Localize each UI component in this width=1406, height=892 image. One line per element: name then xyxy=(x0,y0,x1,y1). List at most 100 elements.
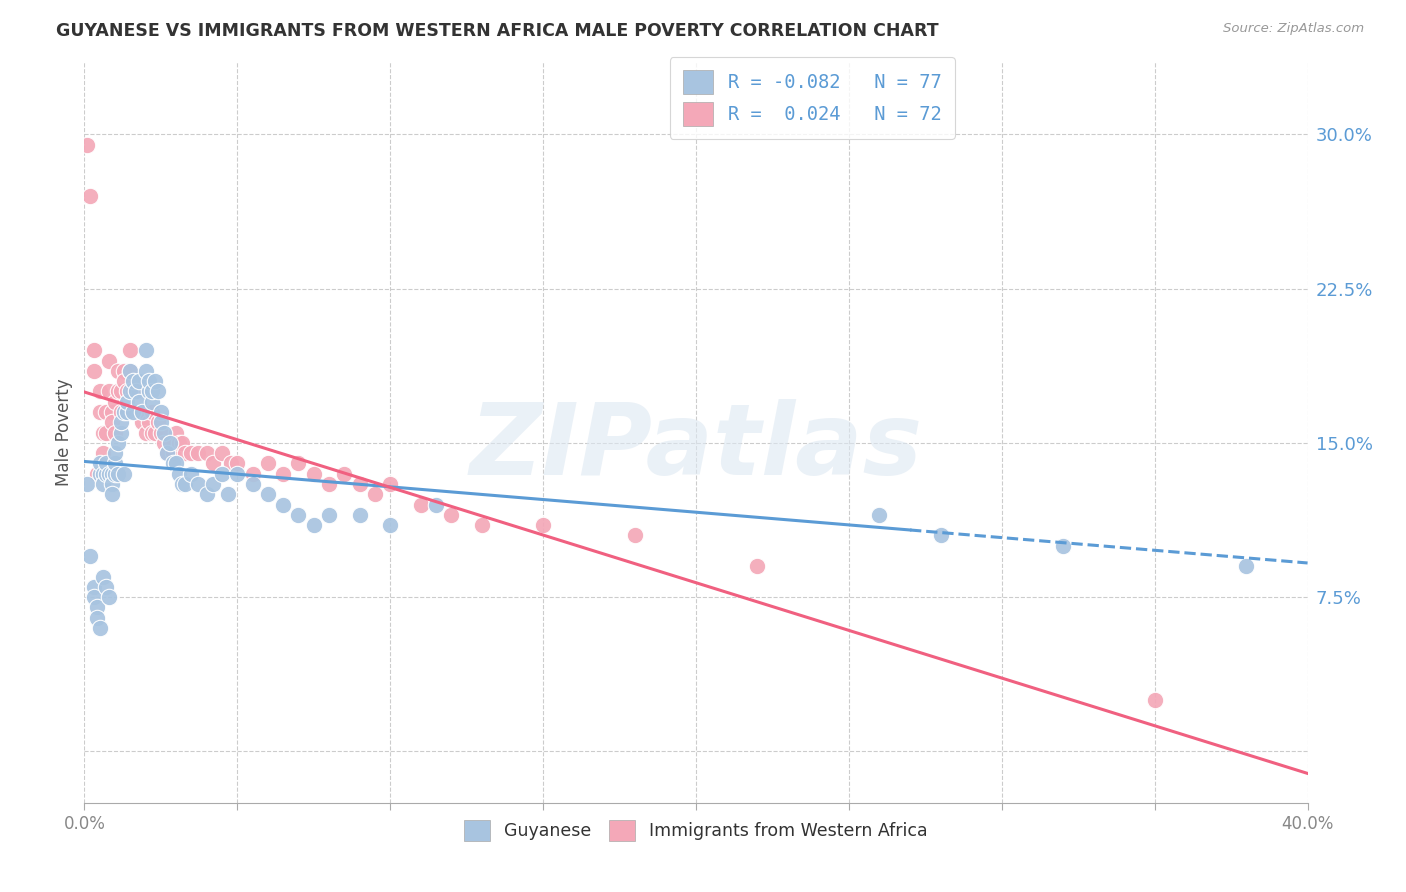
Point xyxy=(107,364,129,378)
Point xyxy=(195,446,218,460)
Point xyxy=(83,364,105,378)
Point xyxy=(138,384,160,399)
Point xyxy=(440,508,463,522)
Point xyxy=(83,343,105,358)
Point xyxy=(138,415,160,429)
Point xyxy=(131,415,153,429)
Point xyxy=(122,405,145,419)
Point xyxy=(91,569,114,583)
Point xyxy=(104,457,127,471)
Point xyxy=(94,467,117,481)
Point xyxy=(89,467,111,481)
Point xyxy=(257,457,280,471)
Point xyxy=(110,425,132,440)
Point xyxy=(86,611,108,625)
Point xyxy=(471,518,494,533)
Point xyxy=(89,457,111,471)
Point xyxy=(156,446,179,460)
Point xyxy=(112,374,135,388)
Point xyxy=(1143,693,1166,707)
Point xyxy=(149,405,172,419)
Point xyxy=(257,487,280,501)
Point xyxy=(167,467,190,481)
Point xyxy=(110,405,132,419)
Point xyxy=(101,487,124,501)
Point xyxy=(226,457,249,471)
Point xyxy=(929,528,952,542)
Point xyxy=(201,477,224,491)
Point xyxy=(425,498,447,512)
Point xyxy=(364,487,387,501)
Point xyxy=(91,467,114,481)
Point xyxy=(107,384,129,399)
Point xyxy=(138,374,160,388)
Text: GUYANESE VS IMMIGRANTS FROM WESTERN AFRICA MALE POVERTY CORRELATION CHART: GUYANESE VS IMMIGRANTS FROM WESTERN AFRI… xyxy=(56,22,939,40)
Point xyxy=(287,508,309,522)
Point xyxy=(122,405,145,419)
Point xyxy=(141,394,163,409)
Point xyxy=(83,580,105,594)
Point xyxy=(186,446,208,460)
Point xyxy=(97,467,120,481)
Point xyxy=(211,467,233,481)
Point xyxy=(146,384,169,399)
Point xyxy=(624,528,647,542)
Point xyxy=(172,477,194,491)
Point xyxy=(128,394,150,409)
Point xyxy=(107,467,129,481)
Point xyxy=(94,405,117,419)
Point xyxy=(91,446,114,460)
Point xyxy=(104,394,127,409)
Point xyxy=(141,425,163,440)
Point xyxy=(271,498,294,512)
Point xyxy=(128,384,150,399)
Point xyxy=(159,436,181,450)
Point xyxy=(79,189,101,203)
Point xyxy=(120,364,142,378)
Point xyxy=(110,384,132,399)
Point xyxy=(94,425,117,440)
Point xyxy=(91,477,114,491)
Point xyxy=(135,343,157,358)
Text: Source: ZipAtlas.com: Source: ZipAtlas.com xyxy=(1223,22,1364,36)
Point xyxy=(112,364,135,378)
Point xyxy=(91,425,114,440)
Point xyxy=(201,457,224,471)
Point xyxy=(747,559,769,574)
Point xyxy=(226,467,249,481)
Text: ZIPatlas: ZIPatlas xyxy=(470,399,922,496)
Point xyxy=(180,467,202,481)
Point xyxy=(101,467,124,481)
Point xyxy=(349,508,371,522)
Point xyxy=(131,405,153,419)
Point xyxy=(76,477,98,491)
Point xyxy=(149,415,172,429)
Point xyxy=(380,518,402,533)
Point xyxy=(242,467,264,481)
Point xyxy=(409,498,432,512)
Point xyxy=(89,405,111,419)
Point xyxy=(869,508,891,522)
Point xyxy=(122,374,145,388)
Point xyxy=(162,457,184,471)
Point xyxy=(135,425,157,440)
Point xyxy=(97,384,120,399)
Point xyxy=(174,446,197,460)
Point xyxy=(94,580,117,594)
Point xyxy=(89,384,111,399)
Point xyxy=(141,384,163,399)
Point xyxy=(333,467,356,481)
Point xyxy=(186,477,208,491)
Point xyxy=(135,364,157,378)
Point xyxy=(101,415,124,429)
Y-axis label: Male Poverty: Male Poverty xyxy=(55,379,73,486)
Point xyxy=(159,436,181,450)
Point xyxy=(128,405,150,419)
Point xyxy=(86,600,108,615)
Point xyxy=(83,590,105,604)
Point xyxy=(101,477,124,491)
Point xyxy=(122,384,145,399)
Point xyxy=(94,457,117,471)
Point xyxy=(125,384,148,399)
Point xyxy=(1052,539,1074,553)
